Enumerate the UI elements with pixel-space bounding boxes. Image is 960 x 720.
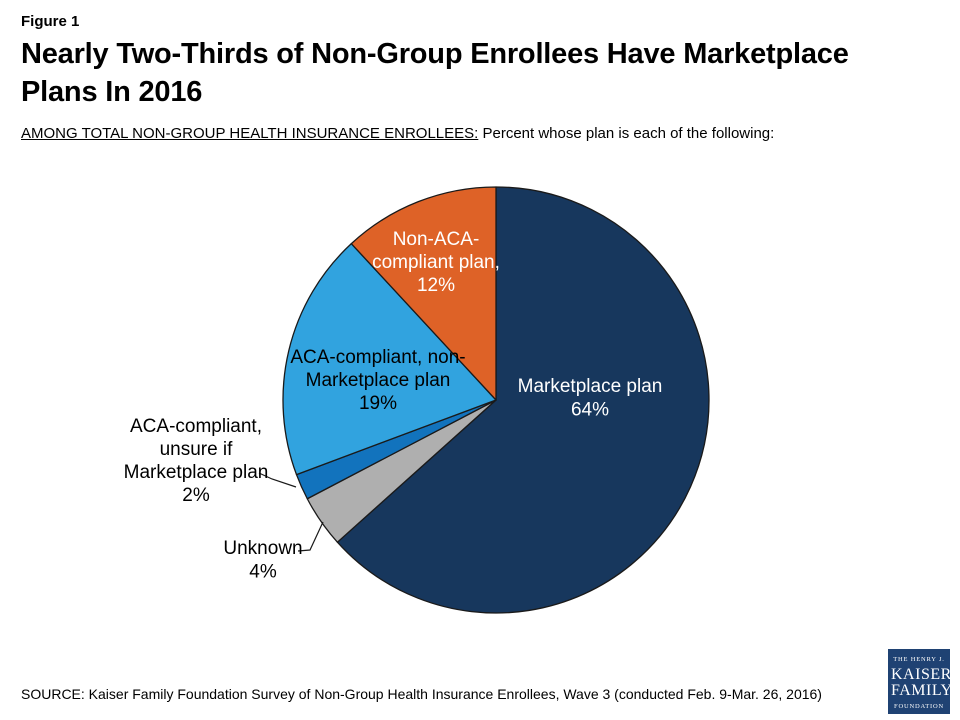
subtitle: AMONG TOTAL NON-GROUP HEALTH INSURANCE E… <box>21 125 940 142</box>
kff-logo: THE HENRY J. KAISER FAMILY FOUNDATION <box>888 649 953 714</box>
pie-slice-4 <box>350 186 497 401</box>
title-line-1: Nearly Two-Thirds of Non-Group Enrollees… <box>21 38 849 70</box>
title-line-2: Plans In 2016 <box>21 76 203 108</box>
slice-label-3: ACA-compliant, non-Marketplace plan 19% <box>290 347 465 414</box>
subtitle-emphasis: AMONG TOTAL NON-GROUP HEALTH INSURANCE E… <box>21 125 479 142</box>
logo-line-henry: THE HENRY J. <box>893 655 945 663</box>
slice-label-1: Unknown 4% <box>223 538 302 583</box>
logo-line-family: FAMILY <box>891 682 953 699</box>
logo-line-foundation: FOUNDATION <box>894 702 944 710</box>
subtitle-rest: Percent whose plan is each of the follow… <box>478 125 775 142</box>
page-title: Nearly Two-Thirds of Non-Group Enrollees… <box>21 35 940 111</box>
source-note: SOURCE: Kaiser Family Foundation Survey … <box>21 686 822 702</box>
logo-line-kaiser: KAISER <box>891 665 952 683</box>
leader-line-1 <box>297 521 324 552</box>
figure-label: Figure 1 <box>21 13 80 30</box>
slice-label-4: Non-ACA-compliant plan, 12% <box>372 229 500 296</box>
header: Figure 1 Nearly Two-Thirds of Non-Group … <box>21 12 940 142</box>
pie-slice-0 <box>336 186 710 614</box>
slice-label-0: Marketplace plan 64% <box>518 376 663 421</box>
leader-line-2 <box>258 472 297 488</box>
slice-label-2: ACA-compliant, unsure if Marketplace plan 2… <box>124 416 269 506</box>
pie-slice-3 <box>282 243 497 476</box>
